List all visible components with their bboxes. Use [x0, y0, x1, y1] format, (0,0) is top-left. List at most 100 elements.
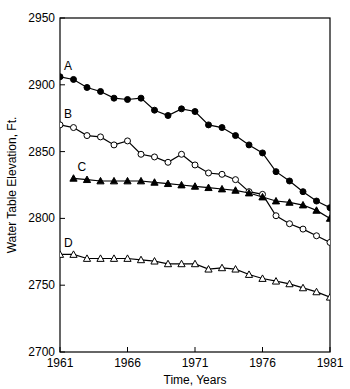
data-point — [138, 95, 144, 101]
data-point — [260, 150, 266, 156]
data-point — [178, 181, 185, 187]
data-point — [84, 133, 90, 139]
data-point — [286, 280, 293, 286]
data-point — [70, 251, 77, 257]
y-tick-label: 2750 — [28, 278, 55, 292]
data-point — [246, 142, 252, 148]
data-point — [60, 122, 63, 128]
series-label: D — [64, 236, 73, 250]
data-point — [205, 184, 212, 190]
y-tick — [60, 285, 65, 286]
series-line — [60, 125, 330, 243]
data-point — [83, 255, 90, 261]
x-axis-title: Time, Years — [164, 373, 227, 387]
data-point — [137, 256, 144, 262]
data-point — [152, 107, 158, 113]
y-tick — [60, 218, 65, 219]
x-tick-label: 1976 — [249, 356, 276, 370]
data-point — [287, 178, 293, 184]
data-point — [137, 177, 144, 183]
data-point — [192, 109, 198, 115]
data-point — [299, 201, 306, 207]
y-tick-label: 2850 — [28, 145, 55, 159]
data-point — [98, 134, 104, 140]
y-tick-label: 2900 — [28, 78, 55, 92]
series-line — [60, 77, 330, 208]
x-tick-label: 1971 — [182, 356, 209, 370]
y-axis-title: Water Table Elevation, Ft. — [5, 117, 19, 254]
data-point — [192, 162, 198, 168]
data-point — [125, 96, 131, 102]
data-point — [259, 275, 266, 281]
data-point — [60, 74, 63, 80]
data-point — [138, 151, 144, 157]
data-point — [124, 255, 131, 261]
data-point — [124, 177, 131, 183]
series-line — [60, 254, 330, 297]
data-point — [191, 260, 198, 266]
data-point — [111, 142, 117, 148]
data-point — [179, 151, 185, 157]
data-point — [326, 294, 330, 300]
data-point — [219, 125, 225, 131]
data-point — [164, 260, 171, 266]
data-point — [259, 193, 266, 199]
data-point — [206, 170, 212, 176]
data-point — [300, 189, 306, 195]
data-point — [97, 255, 104, 261]
data-point — [70, 175, 77, 181]
data-point — [178, 260, 185, 266]
data-point — [233, 177, 239, 183]
data-point — [191, 183, 198, 189]
data-point — [151, 258, 158, 264]
data-point — [206, 122, 212, 128]
data-point — [110, 177, 117, 183]
series-label: C — [78, 160, 87, 174]
data-point — [111, 95, 117, 101]
data-point — [84, 84, 90, 90]
data-point — [273, 169, 279, 175]
data-point — [245, 271, 252, 277]
data-point — [71, 76, 77, 82]
data-point — [327, 239, 330, 245]
data-point — [314, 198, 320, 204]
y-tick — [60, 151, 65, 152]
chart: 2700275028002850290029501961196619711976… — [0, 0, 350, 389]
data-point — [165, 113, 171, 119]
data-point — [287, 221, 293, 227]
x-tick-label: 1981 — [317, 356, 344, 370]
y-tick — [60, 84, 65, 85]
data-point — [272, 197, 279, 203]
data-point — [151, 179, 158, 185]
data-point — [218, 185, 225, 191]
y-tick-label: 2950 — [28, 11, 55, 25]
data-point — [83, 176, 90, 182]
data-point — [71, 125, 77, 131]
data-point — [327, 205, 330, 211]
data-point — [97, 177, 104, 183]
data-point — [273, 213, 279, 219]
data-point — [205, 266, 212, 272]
data-point — [314, 233, 320, 239]
data-point — [98, 88, 104, 94]
data-point — [245, 189, 252, 195]
data-point — [165, 159, 171, 165]
data-point — [219, 171, 225, 177]
x-tick — [127, 347, 128, 352]
data-point — [179, 106, 185, 112]
data-point — [313, 207, 320, 213]
data-point — [272, 278, 279, 284]
x-tick — [262, 347, 263, 352]
series-label: A — [64, 59, 72, 73]
data-point — [110, 255, 117, 261]
x-tick — [195, 347, 196, 352]
data-point — [125, 138, 131, 144]
x-tick-label: 1966 — [114, 356, 141, 370]
data-point — [218, 264, 225, 270]
series-line — [74, 178, 331, 218]
series-label: B — [64, 107, 72, 121]
data-point — [326, 215, 330, 221]
data-point — [233, 133, 239, 139]
data-point — [313, 288, 320, 294]
plot-area — [60, 74, 330, 300]
